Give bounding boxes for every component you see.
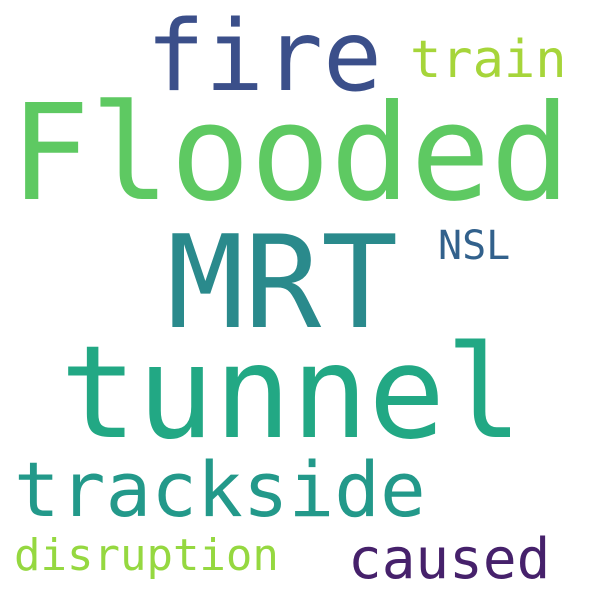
word-caused: caused: [348, 527, 551, 592]
word-train: train: [410, 30, 567, 90]
word-mrt: MRT: [167, 209, 399, 358]
word-tunnel: tunnel: [60, 319, 523, 468]
word-disruption: disruption: [14, 530, 279, 581]
word-fire: fire: [146, 0, 383, 114]
word-nsl: NSL: [438, 223, 511, 269]
word-flooded: Flooded: [10, 77, 571, 231]
word-trackside: trackside: [14, 445, 426, 534]
